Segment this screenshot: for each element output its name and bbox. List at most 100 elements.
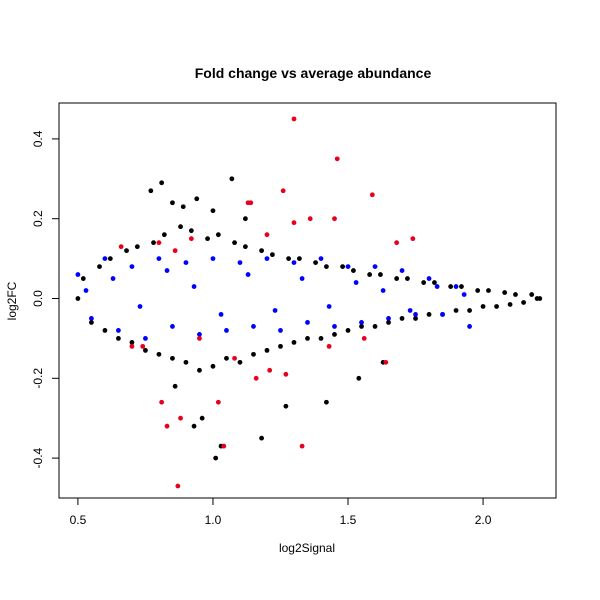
data-point bbox=[164, 268, 170, 273]
data-point bbox=[210, 208, 216, 214]
data-point bbox=[264, 347, 270, 353]
data-point bbox=[432, 280, 437, 285]
data-point bbox=[386, 320, 391, 325]
data-point bbox=[332, 324, 337, 329]
data-point bbox=[180, 204, 186, 210]
data-point bbox=[378, 272, 383, 277]
data-point bbox=[137, 304, 143, 309]
data-point bbox=[89, 316, 94, 321]
data-point bbox=[242, 216, 248, 222]
data-point bbox=[453, 284, 459, 289]
data-point bbox=[124, 248, 129, 254]
data-point bbox=[172, 383, 178, 389]
data-point bbox=[199, 415, 205, 421]
data-point bbox=[248, 200, 254, 206]
data-point bbox=[283, 403, 289, 409]
y-tick-label: 0.0 bbox=[31, 290, 45, 307]
data-point bbox=[356, 375, 362, 381]
data-point bbox=[291, 116, 297, 122]
data-point bbox=[278, 343, 283, 349]
data-point bbox=[334, 156, 340, 162]
x-axis-label: log2Signal bbox=[279, 541, 335, 555]
data-point bbox=[367, 272, 373, 277]
data-point bbox=[305, 320, 310, 325]
y-tick-label: 0.2 bbox=[31, 210, 45, 227]
data-point bbox=[332, 216, 337, 222]
data-point bbox=[345, 264, 351, 269]
data-point bbox=[224, 328, 229, 333]
data-point bbox=[453, 308, 459, 313]
data-point bbox=[353, 280, 359, 285]
data-point bbox=[405, 276, 410, 281]
data-point bbox=[359, 324, 364, 329]
data-point bbox=[507, 302, 513, 307]
data-point bbox=[143, 336, 148, 341]
data-point bbox=[305, 336, 310, 341]
data-point bbox=[269, 252, 275, 258]
data-point bbox=[242, 244, 248, 250]
data-point bbox=[410, 236, 416, 242]
data-point bbox=[170, 355, 175, 361]
data-point bbox=[205, 236, 210, 242]
data-point bbox=[129, 343, 135, 349]
data-point bbox=[494, 304, 499, 309]
data-point bbox=[359, 320, 364, 325]
data-point bbox=[159, 180, 165, 186]
data-point bbox=[413, 316, 418, 321]
data-point bbox=[129, 264, 135, 269]
y-tick-label: 0.4 bbox=[31, 130, 45, 147]
data-point bbox=[170, 324, 175, 329]
data-point bbox=[380, 288, 386, 293]
data-point bbox=[297, 256, 302, 262]
data-point bbox=[386, 316, 391, 321]
data-point bbox=[521, 300, 526, 305]
data-point bbox=[475, 288, 481, 293]
data-point bbox=[259, 435, 264, 441]
data-point bbox=[399, 268, 405, 273]
data-point bbox=[291, 339, 297, 345]
data-point bbox=[107, 256, 113, 262]
data-point bbox=[278, 328, 283, 333]
data-point bbox=[413, 312, 418, 317]
data-point bbox=[461, 292, 467, 297]
data-point bbox=[118, 244, 124, 250]
data-point bbox=[324, 264, 329, 269]
data-point bbox=[372, 264, 378, 269]
data-point bbox=[237, 359, 243, 365]
data-point bbox=[383, 359, 389, 365]
data-point bbox=[237, 260, 243, 265]
data-point bbox=[148, 188, 154, 194]
chart-title: Fold change vs average abundance bbox=[195, 65, 432, 81]
data-point bbox=[267, 367, 273, 373]
data-points bbox=[75, 116, 543, 489]
data-point bbox=[253, 375, 259, 381]
data-point bbox=[210, 256, 216, 262]
data-point bbox=[291, 220, 297, 226]
data-point bbox=[480, 304, 486, 309]
plot-frame bbox=[58, 102, 557, 499]
data-point bbox=[83, 288, 89, 293]
data-point bbox=[89, 320, 94, 325]
y-tick-label: -0.2 bbox=[31, 368, 45, 389]
data-point bbox=[318, 336, 324, 341]
x-tick-label: 0.5 bbox=[70, 513, 87, 527]
data-point bbox=[140, 343, 146, 349]
data-point bbox=[161, 232, 167, 238]
data-point bbox=[264, 256, 270, 262]
data-point bbox=[102, 328, 108, 333]
data-point bbox=[213, 455, 219, 461]
data-point bbox=[394, 240, 400, 246]
data-point bbox=[188, 228, 194, 234]
data-point bbox=[183, 359, 189, 365]
data-point bbox=[191, 284, 197, 289]
data-point bbox=[407, 308, 413, 313]
data-point bbox=[448, 284, 454, 289]
data-point bbox=[232, 355, 237, 361]
data-point bbox=[134, 244, 140, 250]
data-point bbox=[426, 276, 432, 281]
data-point bbox=[251, 324, 256, 329]
data-point bbox=[156, 256, 162, 262]
data-point bbox=[372, 324, 378, 329]
data-point bbox=[332, 332, 337, 337]
